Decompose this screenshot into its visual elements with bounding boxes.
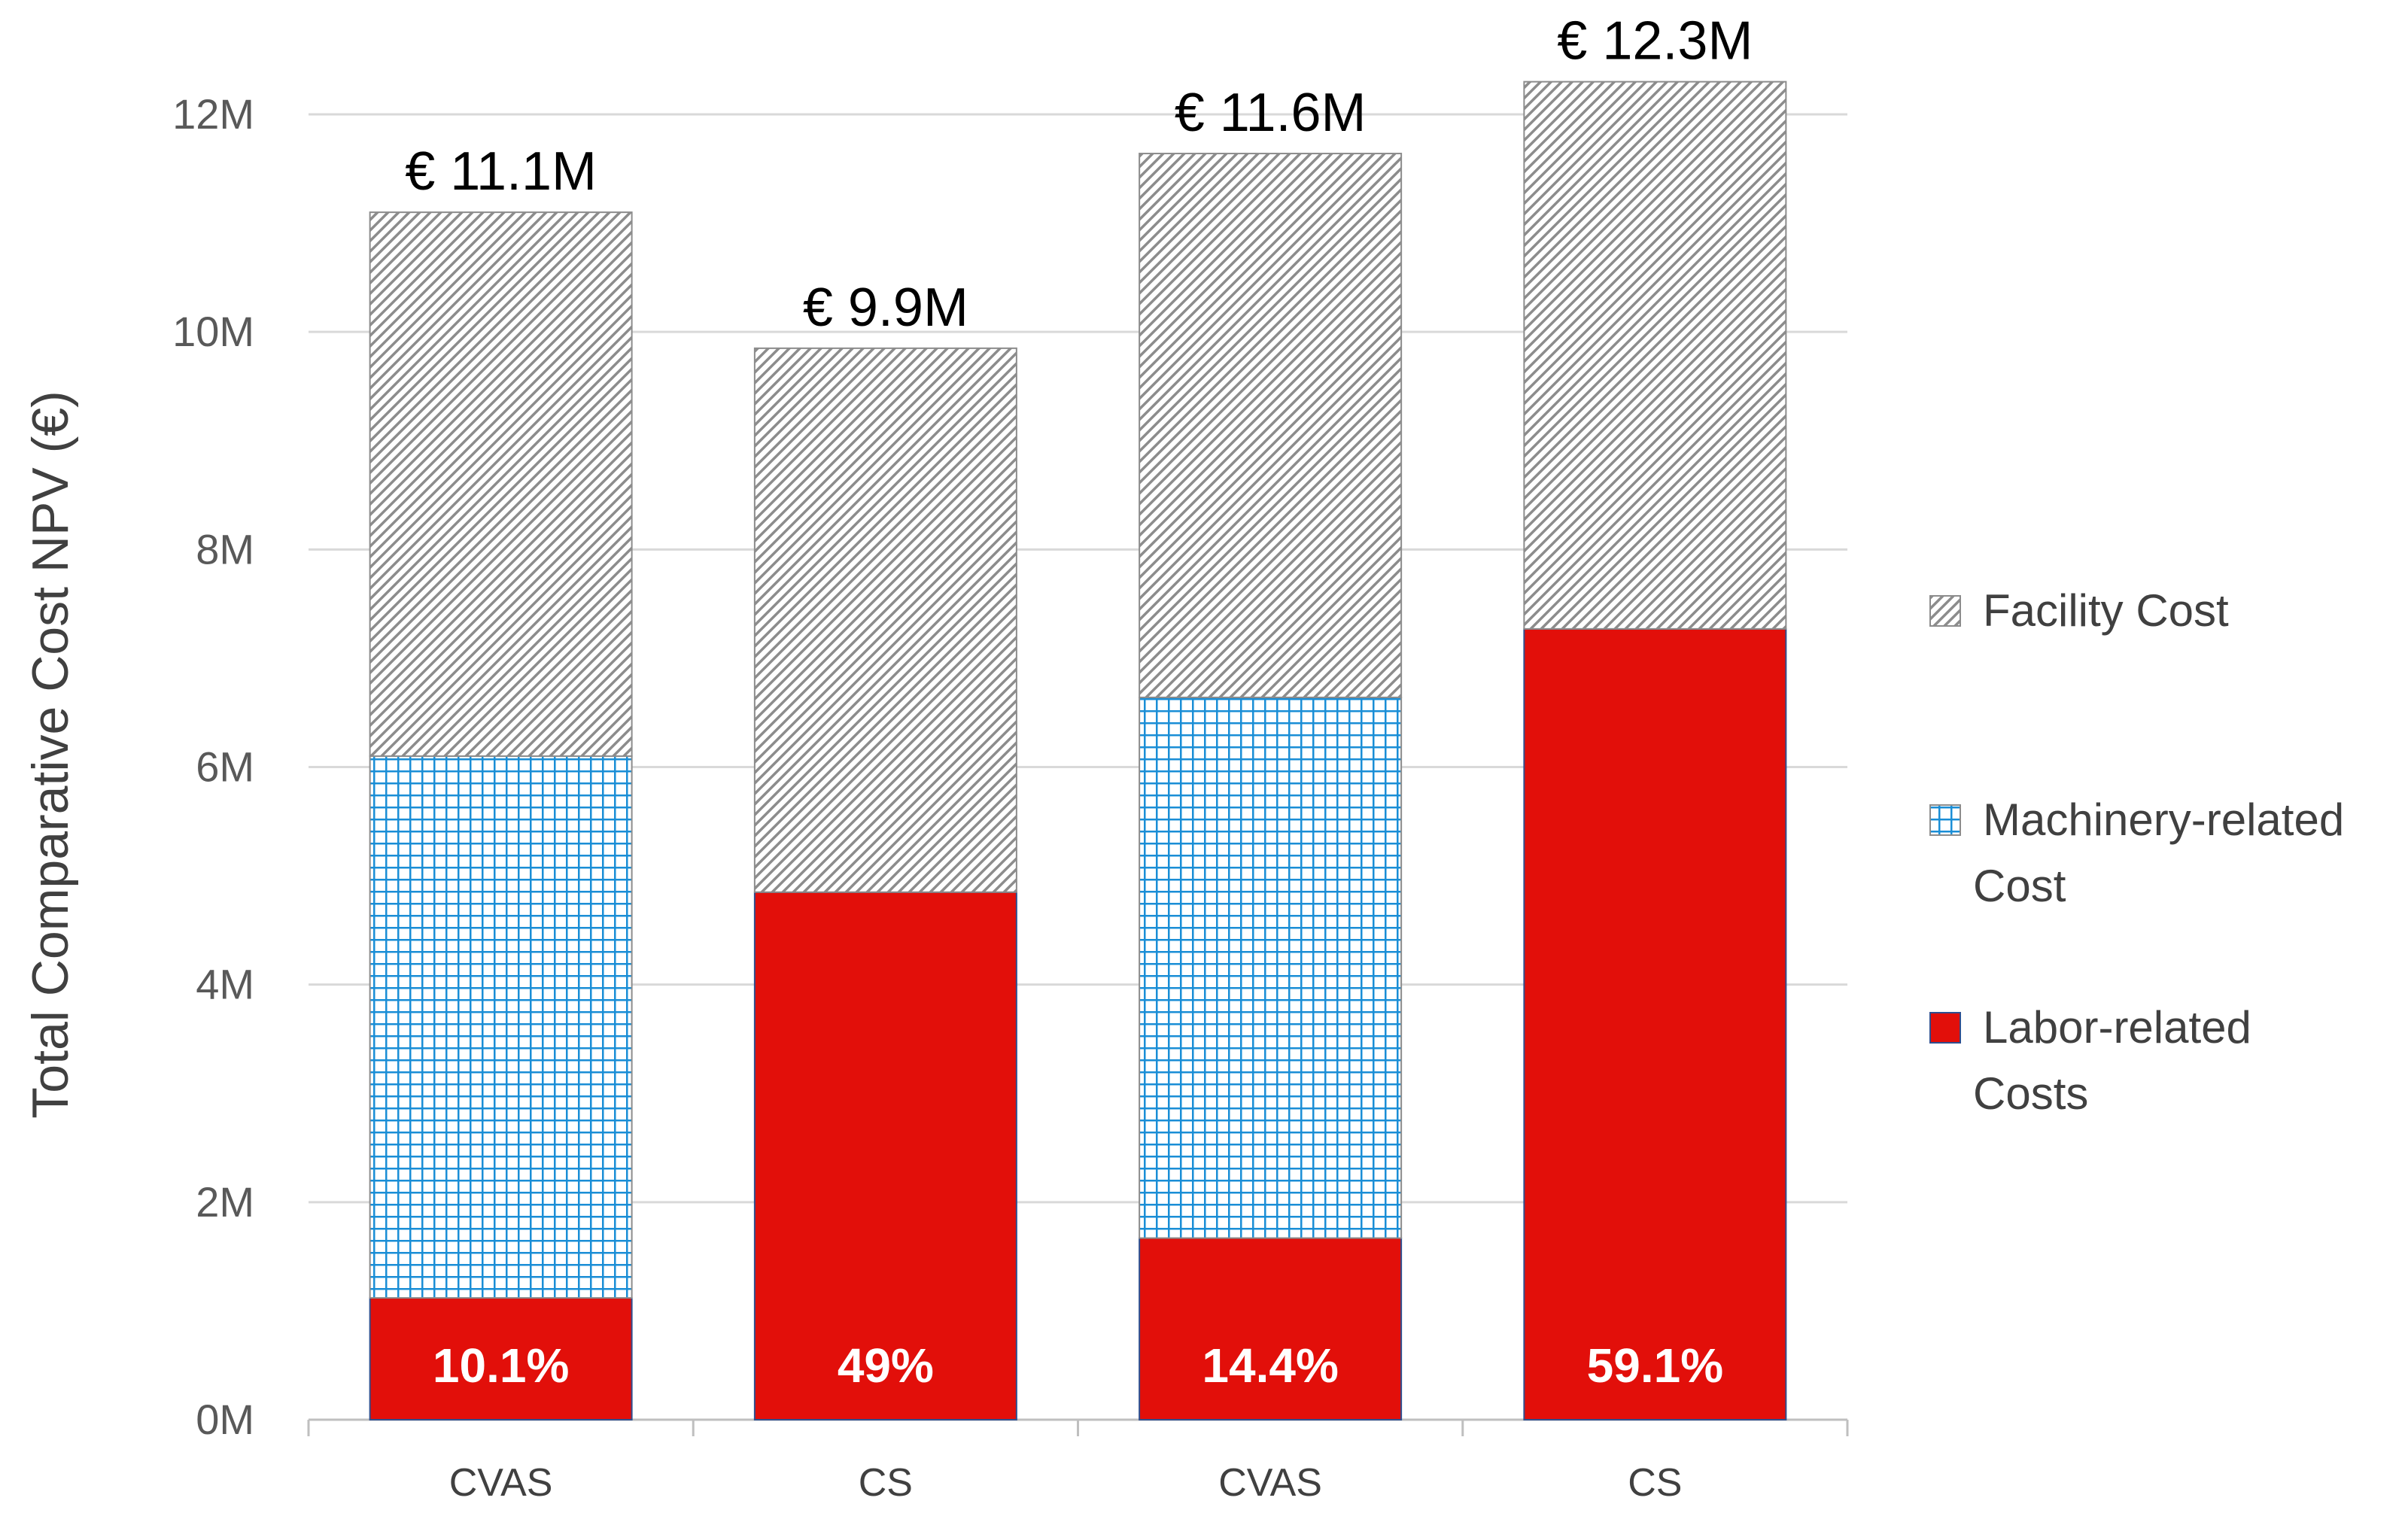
y-tick-label: 10M bbox=[172, 308, 254, 355]
x-tick-label: CS bbox=[859, 1461, 913, 1505]
legend-label-labor: Labor-related bbox=[1983, 1002, 2251, 1053]
legend-swatch-machinery bbox=[1929, 804, 1961, 836]
labor-share-label: 10.1% bbox=[433, 1338, 569, 1393]
labor-share-label: 59.1% bbox=[1587, 1338, 1723, 1393]
bar-segment-facility bbox=[753, 347, 1017, 893]
legend-label-labor: Costs bbox=[1973, 1068, 2088, 1119]
total-label: € 12.3M bbox=[1557, 11, 1753, 71]
legend-label-machinery: Cost bbox=[1973, 861, 2066, 911]
labor-share-label: 49% bbox=[838, 1338, 934, 1393]
total-label: € 11.6M bbox=[1175, 83, 1367, 143]
y-tick-label: 0M bbox=[196, 1396, 254, 1443]
bar-segment-facility bbox=[1523, 81, 1787, 630]
y-tick-label: 2M bbox=[196, 1178, 254, 1226]
y-tick-label: 8M bbox=[196, 525, 254, 573]
bar-segment-machinery bbox=[369, 755, 633, 1299]
bar-segment-facility bbox=[369, 211, 633, 758]
y-axis-label: Total Comparative Cost NPV (€) bbox=[22, 390, 79, 1118]
y-tick-label: 12M bbox=[172, 90, 254, 138]
legend-swatch-facility bbox=[1929, 595, 1961, 627]
x-tick-label: CVAS bbox=[1218, 1461, 1322, 1505]
x-tick-label: CS bbox=[1628, 1461, 1682, 1505]
legend-label-machinery: Machinery-related bbox=[1983, 794, 2344, 845]
axes: 0M 2M 4M 6M 8M 10M 12M CVAS CS CVAS CS bbox=[172, 90, 1849, 1505]
bar-segment-machinery bbox=[1139, 696, 1403, 1239]
bar-segment-labor bbox=[753, 891, 1017, 1421]
y-tick-label: 4M bbox=[196, 961, 254, 1008]
legend-label-facility: Facility Cost bbox=[1983, 585, 2229, 636]
x-tick-label: CVAS bbox=[449, 1461, 553, 1505]
bars bbox=[369, 81, 1787, 1421]
y-tick-label: 6M bbox=[196, 743, 254, 791]
legend: Facility Cost Machinery-related Cost Labor-… bbox=[1929, 585, 2344, 1119]
bar-segment-labor bbox=[1139, 1237, 1403, 1420]
data-labels: € 11.1M 10.1% € 9.9M 49% € 11.6M 14.4% € 12.3M… bbox=[405, 11, 1753, 1393]
total-label: € 11.1M bbox=[405, 141, 597, 202]
total-label: € 9.9M bbox=[803, 278, 968, 338]
bar-segment-facility bbox=[1139, 153, 1403, 698]
labor-share-label: 14.4% bbox=[1202, 1338, 1338, 1393]
bar-segment-labor bbox=[369, 1297, 633, 1420]
bar-segment-labor bbox=[1523, 627, 1787, 1420]
legend-swatch-labor bbox=[1929, 1012, 1961, 1044]
